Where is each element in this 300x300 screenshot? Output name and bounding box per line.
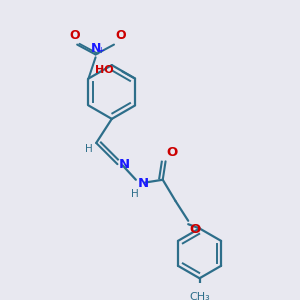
Text: H: H [130, 189, 138, 199]
Text: N: N [137, 177, 148, 190]
Text: O: O [167, 146, 178, 158]
Text: HO: HO [95, 65, 114, 75]
Text: O: O [70, 29, 80, 42]
Text: H: H [85, 144, 93, 154]
Text: N: N [119, 158, 130, 171]
Text: +: + [97, 46, 104, 55]
Text: O: O [116, 29, 126, 42]
Text: −: − [117, 32, 125, 43]
Text: N: N [90, 42, 101, 55]
Text: O: O [189, 223, 201, 236]
Text: CH₃: CH₃ [189, 292, 210, 300]
